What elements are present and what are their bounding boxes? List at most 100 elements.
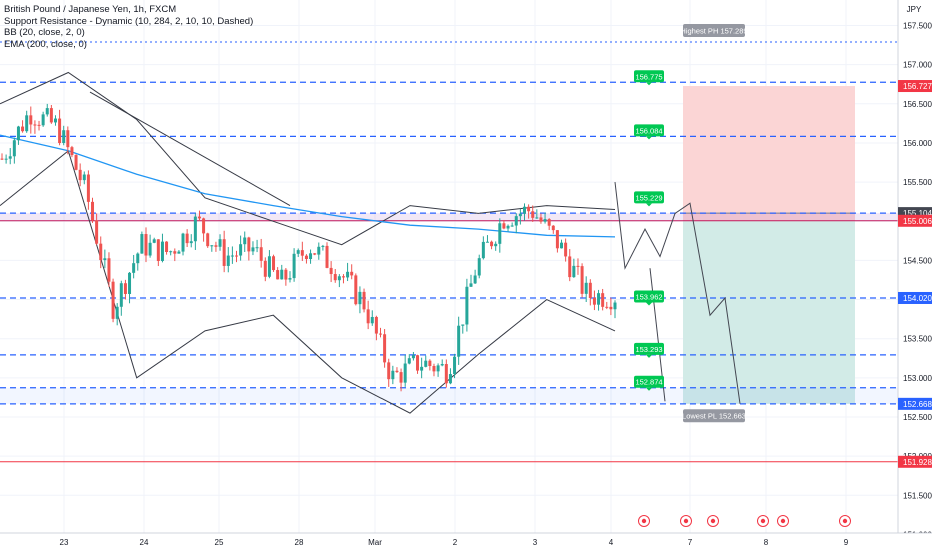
candle-body xyxy=(601,293,605,307)
candle-body xyxy=(132,263,136,273)
indicator-bollinger[interactable]: BB (20, close, 2, 0) xyxy=(4,27,85,38)
candle-body xyxy=(370,316,374,324)
candle-body xyxy=(444,364,448,384)
candle-body xyxy=(206,233,210,247)
price-tag-box xyxy=(898,80,932,93)
candle-body xyxy=(416,355,420,371)
pivot-low-label: Lowest PL 152.663 xyxy=(682,412,746,421)
candle-body xyxy=(53,118,57,123)
candle-body xyxy=(107,258,111,282)
price-tag-label: 155.104 xyxy=(903,209,932,218)
symbol-title[interactable]: British Pound / Japanese Yen, 1h, FXCM xyxy=(4,4,177,15)
candle-body xyxy=(123,283,127,294)
candle-body xyxy=(267,256,271,277)
candle-body xyxy=(453,356,457,375)
indicator-support-resistance[interactable]: Support Resistance - Dynamic (10, 284, 2… xyxy=(4,15,254,27)
level-label-pointer xyxy=(646,302,652,306)
candle-body xyxy=(568,256,572,278)
level-label-box xyxy=(634,290,664,303)
candle-body xyxy=(527,206,531,212)
time-tick-label: 2 xyxy=(453,538,458,547)
candle-body xyxy=(165,241,169,252)
event-icon-dot xyxy=(780,518,786,524)
level-label-box xyxy=(634,375,664,388)
price-tick-label: 157.500 xyxy=(903,22,932,31)
candle-body xyxy=(485,241,489,243)
level-label-pointer xyxy=(646,136,652,140)
candle-body xyxy=(366,309,370,324)
time-tick-label: 23 xyxy=(60,538,69,547)
level-label-text: 155.229 xyxy=(635,193,662,202)
candle-body xyxy=(74,155,78,170)
candle-body xyxy=(341,276,345,278)
candle-body xyxy=(243,237,247,245)
candle-body xyxy=(378,333,382,335)
ema-line xyxy=(0,134,616,238)
level-label-text: 156.775 xyxy=(635,72,662,81)
candle-body xyxy=(280,269,284,280)
price-tick-label: 153.000 xyxy=(903,374,932,383)
candle-body xyxy=(465,286,469,325)
candle-body xyxy=(514,216,518,226)
candle-body xyxy=(235,255,239,257)
candle-body xyxy=(469,283,473,287)
event-icon[interactable] xyxy=(839,515,851,527)
level-label-pointer xyxy=(646,203,652,207)
candle-body xyxy=(346,271,350,278)
candle-body xyxy=(358,291,362,305)
candle-body xyxy=(407,358,411,364)
event-icon-dot xyxy=(683,518,689,524)
candle-body xyxy=(272,256,276,271)
price-tick-label: 155.500 xyxy=(903,178,932,187)
price-tag-label: 156.727 xyxy=(903,82,932,91)
candle-body xyxy=(239,244,243,256)
candle-body xyxy=(613,302,617,310)
event-icon[interactable] xyxy=(777,515,789,527)
price-tag-box xyxy=(898,291,932,304)
price-tick-label: 156.500 xyxy=(903,100,932,109)
event-icon[interactable] xyxy=(638,515,650,527)
candle-body xyxy=(555,230,559,249)
candle-body xyxy=(440,364,444,366)
price-tag-label: 155.006 xyxy=(903,217,932,226)
level-label-text: 153.962 xyxy=(635,293,662,302)
candle-body xyxy=(531,211,535,218)
candle-body xyxy=(49,108,53,123)
candle-body xyxy=(292,253,296,279)
candle-body xyxy=(197,216,201,219)
candle-body xyxy=(490,241,494,247)
event-icon[interactable] xyxy=(757,515,769,527)
candle-body xyxy=(498,223,502,244)
candle-body xyxy=(321,245,325,247)
candle-body xyxy=(424,360,428,367)
candle-body xyxy=(428,360,432,366)
time-tick-label: 7 xyxy=(688,538,693,547)
candle-body xyxy=(560,242,564,249)
time-axis: 23 24 25 28 Mar 2 3 4 7 8 9 xyxy=(0,532,932,550)
event-icon[interactable] xyxy=(680,515,692,527)
candle-body xyxy=(387,362,391,380)
time-tick-label: 8 xyxy=(764,538,769,547)
candle-body xyxy=(115,306,119,319)
candle-body xyxy=(173,251,177,254)
candle-body xyxy=(329,267,333,275)
pivot-low-box xyxy=(683,409,745,423)
candle-body xyxy=(103,258,107,261)
candle-body xyxy=(448,374,452,384)
candle-body xyxy=(16,126,20,141)
time-axis-bg xyxy=(0,533,932,550)
level-label: 156.775 xyxy=(634,70,664,86)
candle-body xyxy=(226,255,230,266)
candle-body xyxy=(522,206,526,214)
price-tick-label: 153.500 xyxy=(903,335,932,344)
candle-body xyxy=(218,239,222,247)
candle-body xyxy=(169,251,173,253)
bollinger-upper xyxy=(0,71,616,246)
level-label-text: 156.084 xyxy=(635,126,662,135)
price-tag-label: 151.928 xyxy=(903,458,932,467)
candle-body xyxy=(181,233,185,252)
event-icon[interactable] xyxy=(707,515,719,527)
indicator-ema[interactable]: EMA (200, close, 0) xyxy=(4,38,87,50)
level-label: 155.229 xyxy=(634,191,664,207)
